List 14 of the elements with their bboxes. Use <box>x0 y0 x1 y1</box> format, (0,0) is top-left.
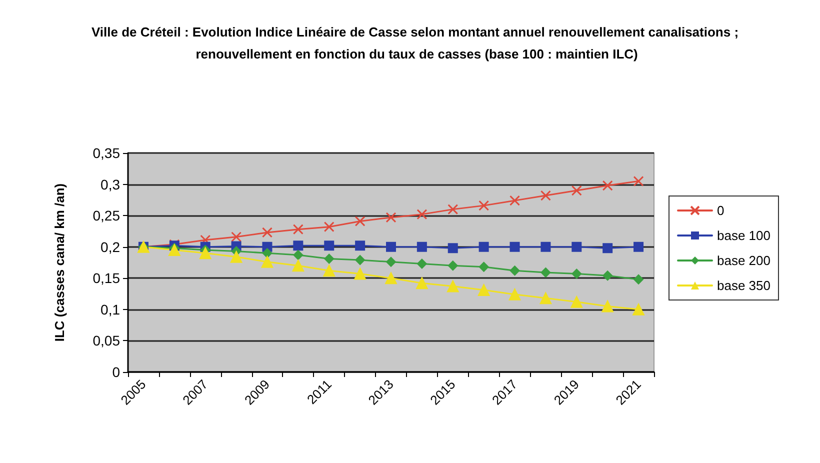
y-tick-label: 0,1 <box>100 301 120 318</box>
legend-label: 0 <box>717 203 724 218</box>
y-tick-label: 0,25 <box>92 208 120 224</box>
legend-label: base 350 <box>717 278 770 293</box>
y-axis-title: ILC (casses cana/ km /an) <box>52 183 67 342</box>
y-tick-label: 0 <box>112 364 120 380</box>
legend-label: base 200 <box>717 253 770 268</box>
y-tick-label: 0,15 <box>92 270 120 286</box>
legend-label: base 100 <box>717 228 770 243</box>
chart-title: Ville de Créteil : Evolution Indice Linéaire de Casse selon montant annuel renouvellement canalisations ; renouvellement en fonction du taux de casses (base 100 : maintien ILC) <box>91 24 739 62</box>
y-tick-label: 0,05 <box>92 332 120 349</box>
y-tick-label: 0,2 <box>100 238 120 255</box>
y-tick-label: 0,3 <box>100 176 120 192</box>
y-tick-label: 0,35 <box>92 145 120 161</box>
